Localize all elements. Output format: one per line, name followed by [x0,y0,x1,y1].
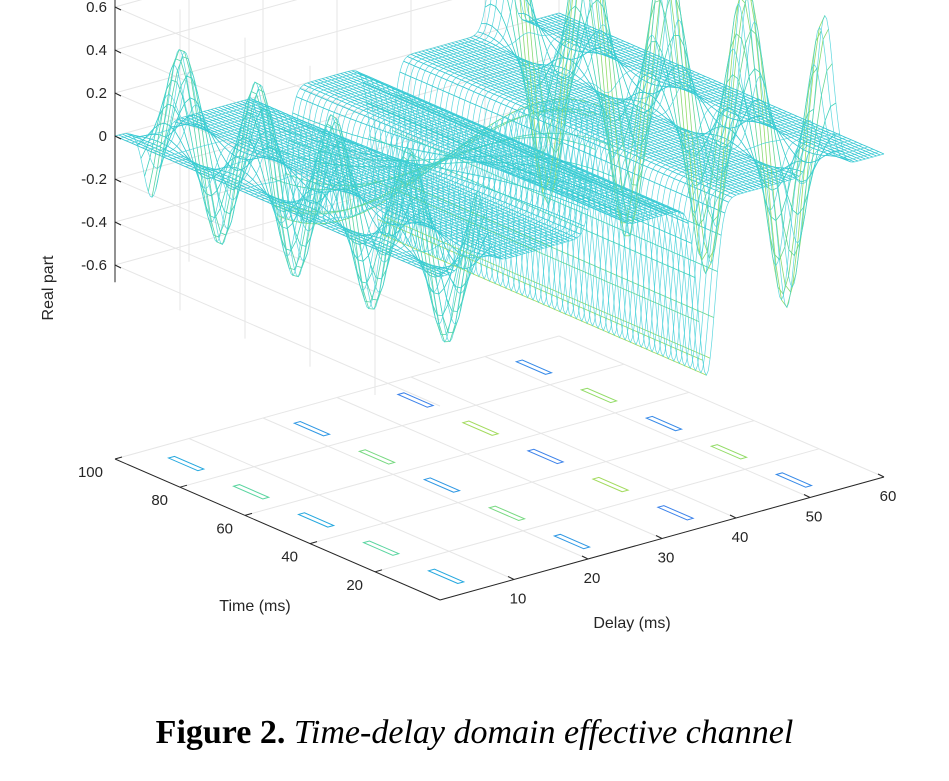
contour-ring [422,477,462,493]
delay-tick-mark [507,576,515,580]
time-tick-label: 100 [78,464,103,481]
time-tick-mark [114,456,123,460]
time-tick-label: 40 [281,549,298,566]
z-tick-label: -0.4 [81,214,107,231]
floor-gridline-delay [188,438,515,580]
mesh-plot: 0.6 0.4 0.2 0 -0.2 -0.4 -0.6 20 40 60 80 100 10 20 30 4… [40,0,896,632]
contour-ring [579,387,619,404]
mesh-line-time [120,0,565,238]
z-tick-label: 0.4 [86,42,107,59]
z-tick-label: 0.6 [86,0,107,16]
floor-gridline-delay [484,356,811,498]
delay-tick-label: 20 [584,570,601,587]
contour-ring [709,444,749,460]
time-tick-mark [374,569,383,573]
delay-tick-label: 30 [658,550,675,567]
mesh-line-time [114,0,560,236]
contour-ring [232,484,271,500]
delay-tick-label: 10 [510,591,527,608]
z-tick-mark [114,92,122,97]
z-tick-mark [114,178,122,183]
delay-tick-mark [877,473,885,478]
mesh-surface [114,0,885,377]
z-tick-label: -0.6 [81,257,107,274]
mesh-line-time [131,0,576,243]
contour-ring [292,421,332,437]
time-axis-label: Time (ms) [219,598,290,615]
contour-ring [514,359,554,375]
z-tick-label: 0 [99,128,107,145]
contour-ring [396,392,435,408]
z-tick-mark [114,6,122,11]
time-tick-mark [244,512,253,516]
floor-gridline-delay [336,397,663,539]
floor-gridline-delay [410,376,737,519]
figure-caption: Figure 2. Time-delay domain effective ch… [0,714,949,752]
contour-ring [461,420,500,436]
contour-ring [357,449,397,465]
time-tick-label: 60 [216,520,233,537]
delay-axis-label: Delay (ms) [593,615,670,632]
contour-ring [591,476,630,493]
delay-tick-label: 40 [732,529,749,546]
z-tick-mark [114,135,122,140]
contour-ring [297,512,336,528]
contour-ring [774,472,814,488]
contour-ring [167,455,206,472]
contour-ring [644,415,684,432]
delay-tick-mark [581,555,589,560]
contour-ring [362,540,401,556]
delay-tick-label: 50 [806,509,823,526]
contour-ring [656,505,695,521]
floor-gridline-delay [558,335,885,478]
delay-tick-mark [729,514,737,519]
mesh-line-time [125,0,570,240]
delay-tick-mark [803,494,811,498]
contour-ring [427,568,466,585]
mesh-line-time [136,0,581,245]
delay-tick-label: 60 [880,488,897,505]
floor-gridline-delay [262,417,589,560]
z-tick-label: 0.2 [86,85,107,102]
contour-ring [526,448,565,465]
time-tick-mark [309,541,318,545]
contour-projection [167,359,814,585]
time-tick-label: 20 [346,577,363,594]
delay-tick-mark [655,535,663,539]
caption-label: Figure 2. [155,714,286,751]
contour-ring [552,533,592,550]
time-axis-line [114,458,441,601]
contour-ring [487,505,527,521]
caption-text: Time-delay domain effective channel [293,714,794,751]
mesh-line-time [380,100,825,351]
time-tick-label: 80 [151,492,168,509]
time-tick-mark [179,484,188,488]
z-tick-mark [114,49,122,54]
tick-labels: 0.6 0.4 0.2 0 -0.2 -0.4 -0.6 20 40 60 80 100 10 20 30 4… [78,0,896,608]
z-tick-mark [114,264,122,269]
z-axis-label: Real part [40,255,57,320]
z-tick-mark [114,221,122,226]
z-tick-label: -0.2 [81,171,107,188]
